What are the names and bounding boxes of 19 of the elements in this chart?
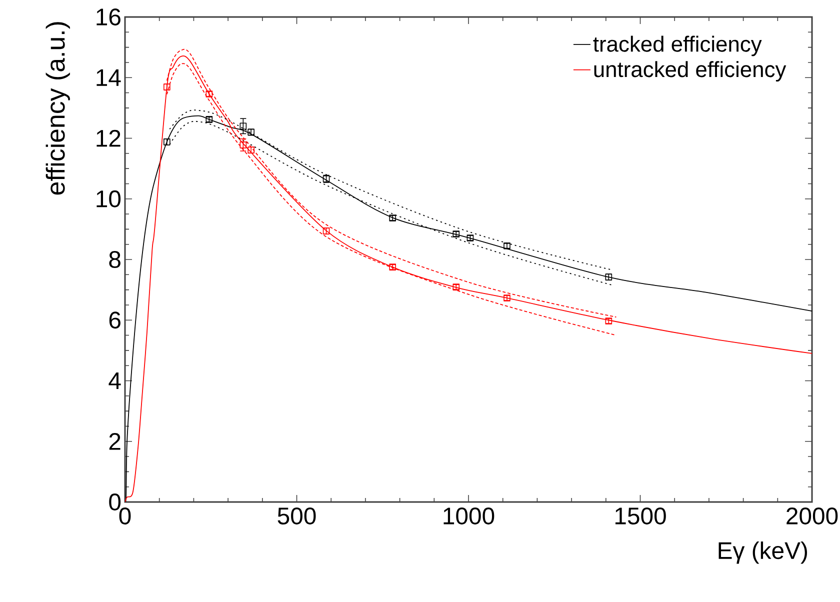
y-tick-label: 2 (109, 433, 120, 450)
y-axis-title: efficiency (a.u.) (46, 22, 70, 195)
legend-label: untracked efficiency (594, 61, 786, 82)
y-tick-label: 10 (96, 190, 121, 208)
y-tick-label: 8 (109, 251, 120, 268)
y-tick-label: 0 (109, 494, 121, 510)
y-tick-label: 12 (96, 130, 120, 147)
y-tick-label: 4 (108, 372, 121, 389)
point (240, 122, 247, 130)
y-tick-label: 16 (96, 8, 120, 26)
legend-label: tracked efficiency (593, 36, 762, 56)
x-tick-label: 1500 (615, 508, 666, 524)
y-tick-label: 6 (109, 312, 120, 329)
x-tick-label: 1000 (444, 508, 494, 524)
x-tick-label: 2000 (786, 508, 838, 524)
x-axis-title: Eγ (keV) (718, 542, 807, 564)
y-tick-label: 14 (96, 69, 121, 86)
point (240, 142, 247, 148)
x-tick-label: 500 (278, 508, 316, 524)
